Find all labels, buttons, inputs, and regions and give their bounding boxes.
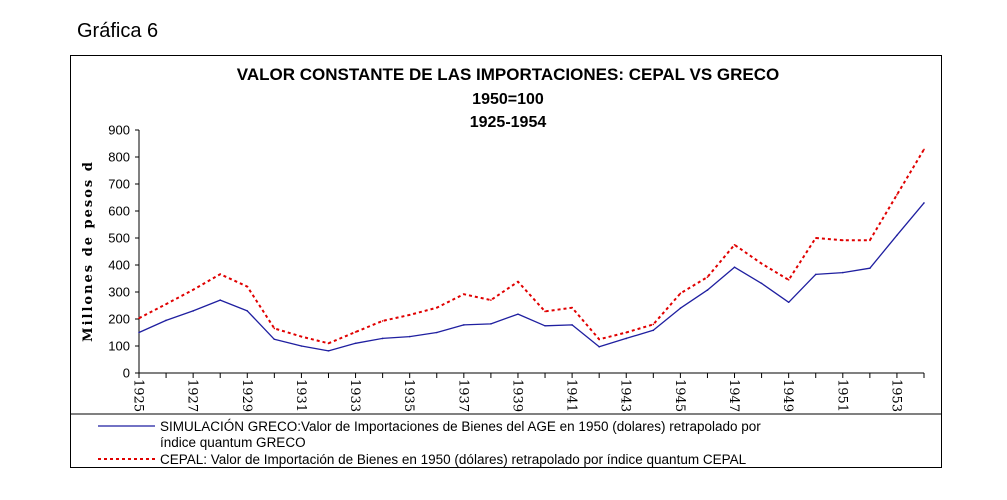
data-point-greco xyxy=(463,324,465,326)
data-point-cepal xyxy=(841,239,844,241)
x-tick-label: 1937 xyxy=(455,379,470,412)
x-tick-label: 1951 xyxy=(834,379,849,412)
data-point-greco xyxy=(841,271,844,274)
data-point-cepal xyxy=(760,262,763,265)
data-point-greco xyxy=(354,342,357,345)
data-point-greco xyxy=(869,267,871,270)
x-tick-label: 1925 xyxy=(131,379,146,412)
data-point-greco xyxy=(571,324,573,326)
x-tick-label: 1935 xyxy=(401,379,416,412)
data-point-cepal xyxy=(463,293,465,295)
data-point-cepal xyxy=(625,331,628,334)
y-tick-label: 900 xyxy=(108,123,130,138)
x-tick-label: 1943 xyxy=(618,379,633,412)
data-point-greco xyxy=(923,202,925,204)
data-point-greco xyxy=(706,289,709,291)
y-tick-label: 200 xyxy=(108,312,130,327)
data-point-greco xyxy=(192,310,194,312)
x-tick-label: 1929 xyxy=(239,379,254,412)
data-point-greco xyxy=(733,266,736,268)
data-point-greco xyxy=(544,324,546,327)
y-tick-label: 400 xyxy=(108,258,130,273)
chart-frame xyxy=(70,55,942,468)
series-line-cepal xyxy=(138,148,925,345)
data-point-greco xyxy=(138,331,140,334)
y-axis-label: Millones de pesos d xyxy=(81,160,96,342)
data-point-cepal xyxy=(327,342,330,345)
data-point-greco xyxy=(760,282,763,285)
x-tick-label: 1945 xyxy=(672,379,687,412)
x-tick-label: 1939 xyxy=(509,379,524,412)
data-point-cepal xyxy=(192,289,194,291)
data-point-cepal xyxy=(787,279,790,281)
data-point-cepal xyxy=(165,303,167,305)
data-point-cepal xyxy=(300,335,303,338)
legend-label-greco: SIMULACIÓN GRECO:Valor de Importaciones … xyxy=(160,419,761,450)
y-tick-label: 800 xyxy=(108,150,130,165)
data-point-cepal xyxy=(381,320,384,322)
data-point-cepal xyxy=(869,239,871,241)
data-point-cepal xyxy=(435,306,438,309)
chart-title: VALOR CONSTANTE DE LAS IMPORTACIONES: CE… xyxy=(237,65,779,84)
data-point-greco xyxy=(787,301,790,304)
data-point-greco xyxy=(517,313,519,315)
x-tick-label: 1931 xyxy=(293,379,308,412)
data-point-cepal xyxy=(517,280,519,283)
x-tick-label: 1947 xyxy=(726,379,741,412)
y-tick-label: 100 xyxy=(108,339,130,354)
series-line-greco xyxy=(138,202,925,352)
data-point-cepal xyxy=(814,237,817,239)
data-point-greco xyxy=(625,337,628,340)
data-point-cepal xyxy=(246,285,249,288)
y-tick-label: 500 xyxy=(108,231,130,246)
data-point-cepal xyxy=(490,299,492,301)
y-tick-label: 600 xyxy=(108,204,130,219)
data-point-cepal xyxy=(733,243,736,246)
data-point-greco xyxy=(327,350,330,352)
data-point-cepal xyxy=(679,292,682,295)
x-tick-label: 1949 xyxy=(780,379,795,412)
x-tick-label: 1941 xyxy=(564,379,579,412)
data-point-greco xyxy=(896,234,898,237)
data-point-greco xyxy=(246,310,249,312)
data-point-cepal xyxy=(138,317,140,319)
data-point-cepal xyxy=(273,327,276,330)
y-tick-label: 0 xyxy=(123,366,130,381)
data-point-greco xyxy=(165,319,167,322)
data-point-greco xyxy=(300,345,303,347)
data-point-greco xyxy=(435,331,438,334)
legend-label-cepal: CEPAL: Valor de Importación de Bienes en… xyxy=(160,452,747,467)
chart-subtitle-base: 1950=100 xyxy=(472,91,544,108)
chart-subtitle-period: 1925-1954 xyxy=(470,114,547,131)
data-point-cepal xyxy=(544,310,546,313)
data-point-cepal xyxy=(219,273,222,275)
data-point-cepal xyxy=(923,148,925,151)
data-point-cepal xyxy=(408,314,411,316)
data-point-cepal xyxy=(354,331,357,333)
figure-heading: Gráfica 6 xyxy=(77,20,159,42)
x-tick-label: 1927 xyxy=(185,379,200,412)
data-point-greco xyxy=(273,338,276,341)
data-point-greco xyxy=(381,337,384,340)
data-point-cepal xyxy=(598,338,600,341)
y-tick-label: 300 xyxy=(108,285,130,300)
y-tick-label: 700 xyxy=(108,177,130,192)
data-point-greco xyxy=(598,346,600,348)
data-point-cepal xyxy=(652,323,655,326)
data-point-cepal xyxy=(706,276,709,278)
data-point-cepal xyxy=(571,306,573,309)
data-point-greco xyxy=(490,323,492,325)
data-point-cepal xyxy=(896,194,898,196)
data-point-greco xyxy=(814,273,817,276)
data-point-greco xyxy=(219,299,222,301)
x-tick-label: 1933 xyxy=(347,379,362,412)
x-tick-label: 1953 xyxy=(888,379,903,412)
data-point-greco xyxy=(652,329,655,332)
data-point-greco xyxy=(408,335,411,338)
data-point-greco xyxy=(679,307,682,310)
